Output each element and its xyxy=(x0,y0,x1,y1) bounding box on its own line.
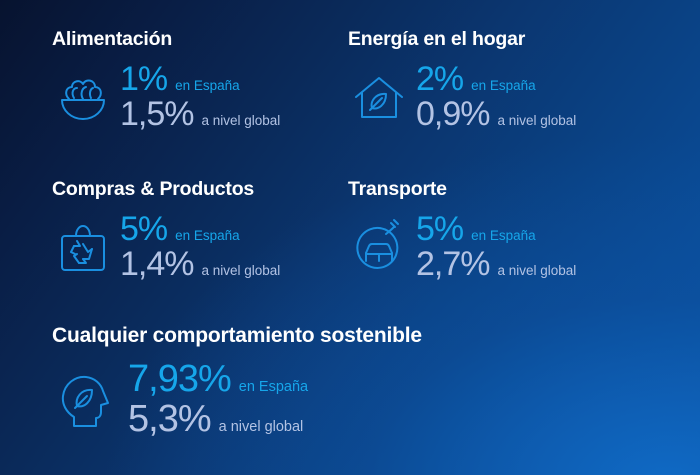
stat-row-spain: 2% en España xyxy=(416,59,576,98)
stat-label-spain: en España xyxy=(471,227,536,243)
stats-group: 5% en España 1,4% a nivel global xyxy=(120,209,281,284)
stat-block-comportamiento-sostenible: Cualquier comportamiento sostenible 7,93… xyxy=(52,325,422,440)
stat-value-spain: 2% xyxy=(416,59,464,98)
stat-block-energia-hogar: Energía en el hogar 2% en España xyxy=(348,28,577,134)
stats-group: 7,93% en España 5,3% a nivel global xyxy=(128,358,309,440)
stat-value-global: 1,5% xyxy=(120,95,194,134)
stat-label-spain: en España xyxy=(471,77,536,93)
stat-label-global: a nivel global xyxy=(201,263,281,279)
stats-group: 1% en España 1,5% a nivel global xyxy=(120,59,281,134)
block-title: Cualquier comportamiento sostenible xyxy=(52,324,422,347)
stat-row-spain: 1% en España xyxy=(120,59,280,98)
block-title: Transporte xyxy=(348,178,447,200)
stats-group: 2% en España 0,9% a nivel global xyxy=(416,59,577,134)
salad-bowl-icon xyxy=(52,66,114,128)
stat-row-global: 0,9% a nivel global xyxy=(416,95,577,134)
block-title: Energía en el hogar xyxy=(348,28,526,50)
stat-value-global: 5,3% xyxy=(128,397,212,440)
head-leaf-icon xyxy=(52,366,120,434)
stat-label-global: a nivel global xyxy=(218,418,304,435)
stat-value-global: 1,4% xyxy=(120,245,194,284)
electric-car-icon xyxy=(348,216,410,278)
stat-value-global: 0,9% xyxy=(416,95,490,134)
stat-row-spain: 5% en España xyxy=(416,209,576,248)
stat-value-spain: 5% xyxy=(416,209,464,248)
stat-value-global: 2,7% xyxy=(416,245,490,284)
stat-value-spain: 5% xyxy=(120,209,168,248)
stat-row-spain: 7,93% en España xyxy=(128,358,309,400)
stat-value-spain: 1% xyxy=(120,59,168,98)
stat-row-spain: 5% en España xyxy=(120,209,280,248)
stat-block-compras-productos: Compras & Productos xyxy=(52,178,281,284)
block-title: Compras & Productos xyxy=(52,178,255,200)
stat-block-transporte: Transporte xyxy=(348,178,577,284)
stat-row-global: 5,3% a nivel global xyxy=(128,397,308,440)
stat-value-spain: 7,93% xyxy=(128,358,232,400)
stat-row-global: 1,4% a nivel global xyxy=(120,245,281,284)
stat-label-global: a nivel global xyxy=(497,263,577,279)
stat-block-alimentacion: Alimentación 1% en España xyxy=(52,28,281,134)
stats-group: 5% en España 2,7% a nivel global xyxy=(416,209,577,284)
shopping-bag-recycle-icon xyxy=(52,216,114,278)
stat-row-global: 2,7% a nivel global xyxy=(416,245,577,284)
stat-row-global: 1,5% a nivel global xyxy=(120,95,281,134)
stat-label-spain: en España xyxy=(175,227,240,243)
house-leaf-icon xyxy=(348,66,410,128)
stat-label-spain: en España xyxy=(175,77,240,93)
stat-label-spain: en España xyxy=(238,379,309,395)
stat-label-global: a nivel global xyxy=(201,113,281,129)
block-title: Alimentación xyxy=(52,28,173,50)
stat-label-global: a nivel global xyxy=(497,113,577,129)
